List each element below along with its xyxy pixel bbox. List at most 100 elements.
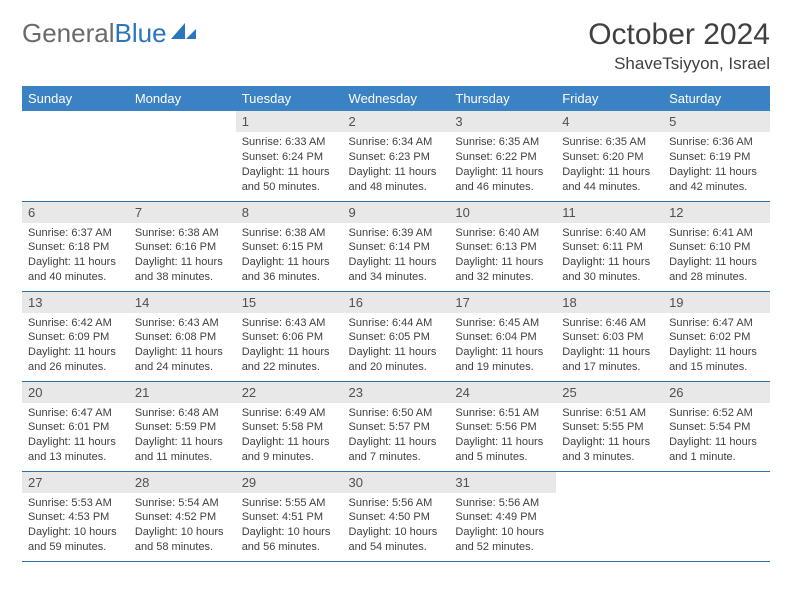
calendar-day-cell: 21Sunrise: 6:48 AMSunset: 5:59 PMDayligh… bbox=[129, 381, 236, 471]
day-number: 31 bbox=[449, 472, 556, 493]
day-details: Sunrise: 6:35 AMSunset: 6:22 PMDaylight:… bbox=[449, 132, 556, 198]
day-number: 18 bbox=[556, 292, 663, 313]
day-number: 22 bbox=[236, 382, 343, 403]
day-details: Sunrise: 6:43 AMSunset: 6:06 PMDaylight:… bbox=[236, 313, 343, 379]
calendar-day-cell: 18Sunrise: 6:46 AMSunset: 6:03 PMDayligh… bbox=[556, 291, 663, 381]
calendar-day-cell: 2Sunrise: 6:34 AMSunset: 6:23 PMDaylight… bbox=[343, 111, 450, 201]
calendar-empty-cell bbox=[22, 111, 129, 201]
day-number: 14 bbox=[129, 292, 236, 313]
calendar-week-row: 6Sunrise: 6:37 AMSunset: 6:18 PMDaylight… bbox=[22, 201, 770, 291]
day-number: 30 bbox=[343, 472, 450, 493]
day-details: Sunrise: 6:34 AMSunset: 6:23 PMDaylight:… bbox=[343, 132, 450, 198]
calendar-day-cell: 1Sunrise: 6:33 AMSunset: 6:24 PMDaylight… bbox=[236, 111, 343, 201]
calendar-day-cell: 22Sunrise: 6:49 AMSunset: 5:58 PMDayligh… bbox=[236, 381, 343, 471]
day-details: Sunrise: 6:41 AMSunset: 6:10 PMDaylight:… bbox=[663, 223, 770, 289]
day-number: 25 bbox=[556, 382, 663, 403]
calendar-day-cell: 7Sunrise: 6:38 AMSunset: 6:16 PMDaylight… bbox=[129, 201, 236, 291]
day-number: 12 bbox=[663, 202, 770, 223]
day-details: Sunrise: 6:52 AMSunset: 5:54 PMDaylight:… bbox=[663, 403, 770, 469]
calendar-empty-cell bbox=[556, 471, 663, 561]
day-details: Sunrise: 6:46 AMSunset: 6:03 PMDaylight:… bbox=[556, 313, 663, 379]
day-header-row: SundayMondayTuesdayWednesdayThursdayFrid… bbox=[22, 86, 770, 111]
calendar-body: 1Sunrise: 6:33 AMSunset: 6:24 PMDaylight… bbox=[22, 111, 770, 561]
day-details: Sunrise: 5:54 AMSunset: 4:52 PMDaylight:… bbox=[129, 493, 236, 559]
calendar-day-cell: 20Sunrise: 6:47 AMSunset: 6:01 PMDayligh… bbox=[22, 381, 129, 471]
day-number: 24 bbox=[449, 382, 556, 403]
day-details: Sunrise: 6:43 AMSunset: 6:08 PMDaylight:… bbox=[129, 313, 236, 379]
day-details: Sunrise: 6:49 AMSunset: 5:58 PMDaylight:… bbox=[236, 403, 343, 469]
day-number: 7 bbox=[129, 202, 236, 223]
calendar-day-cell: 8Sunrise: 6:38 AMSunset: 6:15 PMDaylight… bbox=[236, 201, 343, 291]
day-details: Sunrise: 6:33 AMSunset: 6:24 PMDaylight:… bbox=[236, 132, 343, 198]
calendar-day-cell: 3Sunrise: 6:35 AMSunset: 6:22 PMDaylight… bbox=[449, 111, 556, 201]
calendar-day-cell: 27Sunrise: 5:53 AMSunset: 4:53 PMDayligh… bbox=[22, 471, 129, 561]
day-number: 11 bbox=[556, 202, 663, 223]
day-details: Sunrise: 6:47 AMSunset: 6:01 PMDaylight:… bbox=[22, 403, 129, 469]
logo-triangle-icon bbox=[171, 21, 197, 46]
day-header: Tuesday bbox=[236, 86, 343, 111]
day-number: 6 bbox=[22, 202, 129, 223]
logo-text-gray: General bbox=[22, 18, 115, 48]
day-number: 27 bbox=[22, 472, 129, 493]
calendar-week-row: 20Sunrise: 6:47 AMSunset: 6:01 PMDayligh… bbox=[22, 381, 770, 471]
day-number: 15 bbox=[236, 292, 343, 313]
title-block: October 2024 ShaveTsiyyon, Israel bbox=[588, 18, 770, 74]
day-details: Sunrise: 6:40 AMSunset: 6:11 PMDaylight:… bbox=[556, 223, 663, 289]
calendar-week-row: 1Sunrise: 6:33 AMSunset: 6:24 PMDaylight… bbox=[22, 111, 770, 201]
calendar-day-cell: 12Sunrise: 6:41 AMSunset: 6:10 PMDayligh… bbox=[663, 201, 770, 291]
day-number: 26 bbox=[663, 382, 770, 403]
day-number: 8 bbox=[236, 202, 343, 223]
calendar-day-cell: 23Sunrise: 6:50 AMSunset: 5:57 PMDayligh… bbox=[343, 381, 450, 471]
day-details: Sunrise: 6:38 AMSunset: 6:15 PMDaylight:… bbox=[236, 223, 343, 289]
calendar-empty-cell bbox=[129, 111, 236, 201]
calendar-day-cell: 17Sunrise: 6:45 AMSunset: 6:04 PMDayligh… bbox=[449, 291, 556, 381]
calendar-day-cell: 15Sunrise: 6:43 AMSunset: 6:06 PMDayligh… bbox=[236, 291, 343, 381]
calendar-day-cell: 16Sunrise: 6:44 AMSunset: 6:05 PMDayligh… bbox=[343, 291, 450, 381]
day-number: 19 bbox=[663, 292, 770, 313]
calendar-day-cell: 26Sunrise: 6:52 AMSunset: 5:54 PMDayligh… bbox=[663, 381, 770, 471]
calendar-day-cell: 28Sunrise: 5:54 AMSunset: 4:52 PMDayligh… bbox=[129, 471, 236, 561]
day-details: Sunrise: 6:40 AMSunset: 6:13 PMDaylight:… bbox=[449, 223, 556, 289]
calendar-day-cell: 6Sunrise: 6:37 AMSunset: 6:18 PMDaylight… bbox=[22, 201, 129, 291]
calendar-day-cell: 30Sunrise: 5:56 AMSunset: 4:50 PMDayligh… bbox=[343, 471, 450, 561]
day-details: Sunrise: 6:39 AMSunset: 6:14 PMDaylight:… bbox=[343, 223, 450, 289]
day-details: Sunrise: 6:45 AMSunset: 6:04 PMDaylight:… bbox=[449, 313, 556, 379]
calendar-day-cell: 29Sunrise: 5:55 AMSunset: 4:51 PMDayligh… bbox=[236, 471, 343, 561]
logo-text: GeneralBlue bbox=[22, 18, 167, 49]
calendar-day-cell: 4Sunrise: 6:35 AMSunset: 6:20 PMDaylight… bbox=[556, 111, 663, 201]
day-details: Sunrise: 6:42 AMSunset: 6:09 PMDaylight:… bbox=[22, 313, 129, 379]
day-details: Sunrise: 5:56 AMSunset: 4:49 PMDaylight:… bbox=[449, 493, 556, 559]
calendar-day-cell: 19Sunrise: 6:47 AMSunset: 6:02 PMDayligh… bbox=[663, 291, 770, 381]
day-number: 23 bbox=[343, 382, 450, 403]
calendar-day-cell: 9Sunrise: 6:39 AMSunset: 6:14 PMDaylight… bbox=[343, 201, 450, 291]
day-details: Sunrise: 6:48 AMSunset: 5:59 PMDaylight:… bbox=[129, 403, 236, 469]
day-details: Sunrise: 6:44 AMSunset: 6:05 PMDaylight:… bbox=[343, 313, 450, 379]
day-header: Thursday bbox=[449, 86, 556, 111]
day-number: 10 bbox=[449, 202, 556, 223]
day-details: Sunrise: 5:56 AMSunset: 4:50 PMDaylight:… bbox=[343, 493, 450, 559]
day-details: Sunrise: 6:35 AMSunset: 6:20 PMDaylight:… bbox=[556, 132, 663, 198]
day-number: 4 bbox=[556, 111, 663, 132]
day-details: Sunrise: 5:53 AMSunset: 4:53 PMDaylight:… bbox=[22, 493, 129, 559]
day-header: Friday bbox=[556, 86, 663, 111]
day-number: 28 bbox=[129, 472, 236, 493]
day-details: Sunrise: 6:36 AMSunset: 6:19 PMDaylight:… bbox=[663, 132, 770, 198]
calendar-day-cell: 11Sunrise: 6:40 AMSunset: 6:11 PMDayligh… bbox=[556, 201, 663, 291]
day-details: Sunrise: 6:38 AMSunset: 6:16 PMDaylight:… bbox=[129, 223, 236, 289]
day-details: Sunrise: 6:50 AMSunset: 5:57 PMDaylight:… bbox=[343, 403, 450, 469]
day-number: 13 bbox=[22, 292, 129, 313]
calendar-day-cell: 13Sunrise: 6:42 AMSunset: 6:09 PMDayligh… bbox=[22, 291, 129, 381]
logo: GeneralBlue bbox=[22, 18, 197, 49]
day-number: 9 bbox=[343, 202, 450, 223]
month-title: October 2024 bbox=[588, 18, 770, 52]
day-header: Saturday bbox=[663, 86, 770, 111]
day-number: 29 bbox=[236, 472, 343, 493]
day-number: 5 bbox=[663, 111, 770, 132]
calendar-week-row: 13Sunrise: 6:42 AMSunset: 6:09 PMDayligh… bbox=[22, 291, 770, 381]
day-details: Sunrise: 6:47 AMSunset: 6:02 PMDaylight:… bbox=[663, 313, 770, 379]
day-header: Monday bbox=[129, 86, 236, 111]
day-number: 21 bbox=[129, 382, 236, 403]
calendar-day-cell: 24Sunrise: 6:51 AMSunset: 5:56 PMDayligh… bbox=[449, 381, 556, 471]
day-number: 3 bbox=[449, 111, 556, 132]
calendar-day-cell: 5Sunrise: 6:36 AMSunset: 6:19 PMDaylight… bbox=[663, 111, 770, 201]
